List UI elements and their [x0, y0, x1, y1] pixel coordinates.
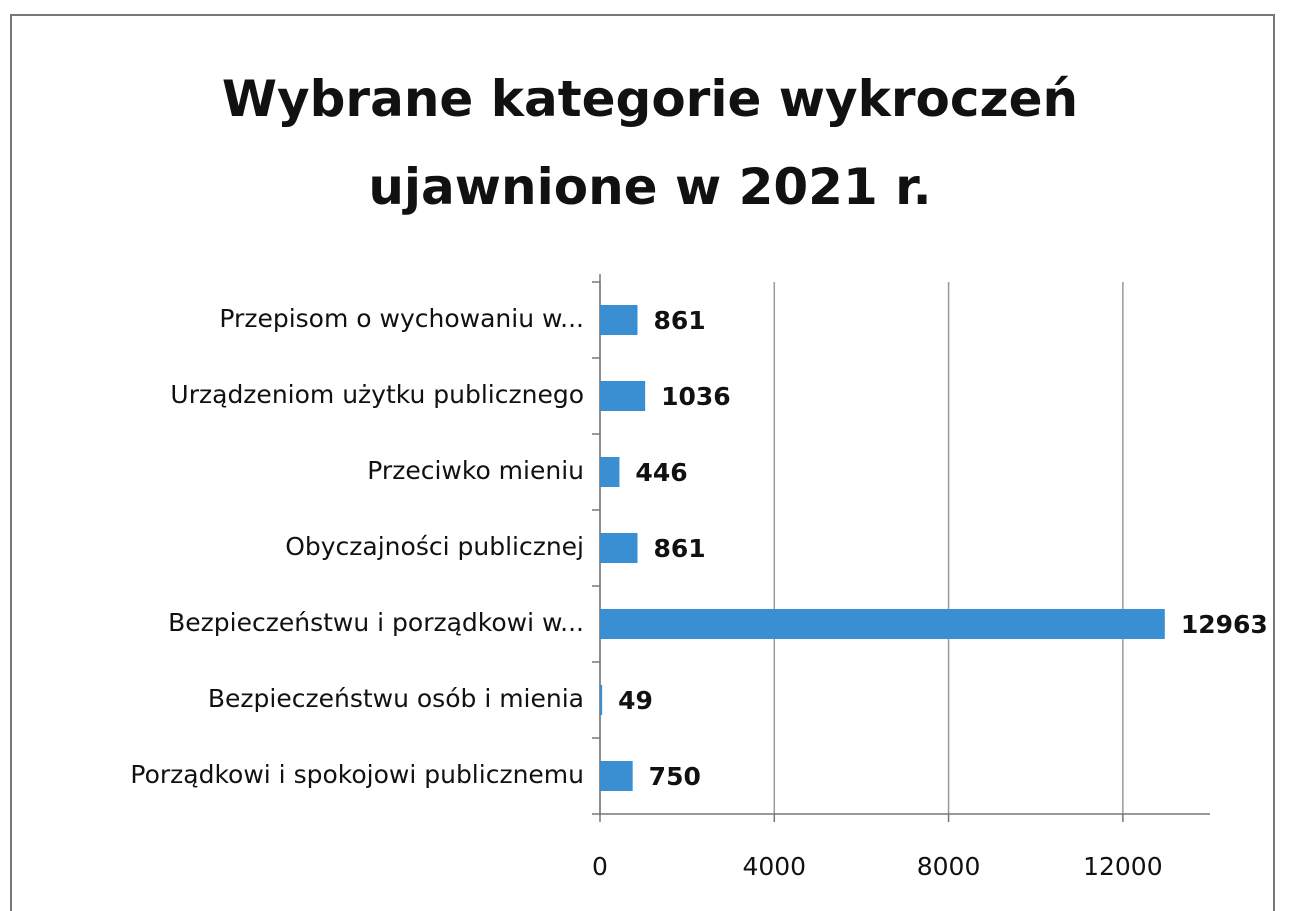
y-tick-label: Bezpieczeństwu osób i mienia — [208, 684, 584, 713]
y-tick-label: Przeciwko mieniu — [367, 456, 584, 485]
value-label: 861 — [654, 306, 706, 335]
bar — [600, 381, 646, 411]
bar — [600, 457, 620, 487]
y-tick-label: Porządkowi i spokojowi publicznemu — [130, 760, 584, 789]
y-tick-label: Przepisom o wychowaniu w... — [219, 304, 584, 333]
y-tick-label: Urządzeniom użytku publicznego — [170, 380, 584, 409]
value-label: 750 — [649, 762, 701, 791]
x-tick-label: 8000 — [917, 852, 981, 881]
bar — [600, 305, 638, 335]
value-label: 1036 — [661, 382, 731, 411]
chart-frame — [10, 14, 1275, 911]
y-tick-label: Bezpieczeństwu i porządkowi w... — [168, 608, 584, 637]
value-label: 446 — [635, 458, 687, 487]
chart-title: Wybrane kategorie wykroczeń ujawnione w … — [221, 70, 1079, 216]
value-label: 861 — [654, 534, 706, 563]
x-tick-label: 12000 — [1083, 852, 1163, 881]
bar — [600, 533, 638, 563]
value-label: 49 — [618, 686, 653, 715]
bar — [600, 609, 1165, 639]
value-label: 12963 — [1181, 610, 1268, 639]
bar — [600, 761, 633, 791]
x-tick-label: 0 — [592, 852, 608, 881]
x-tick-label: 4000 — [742, 852, 806, 881]
bar — [600, 685, 603, 715]
y-tick-label: Obyczajności publicznej — [285, 532, 584, 561]
